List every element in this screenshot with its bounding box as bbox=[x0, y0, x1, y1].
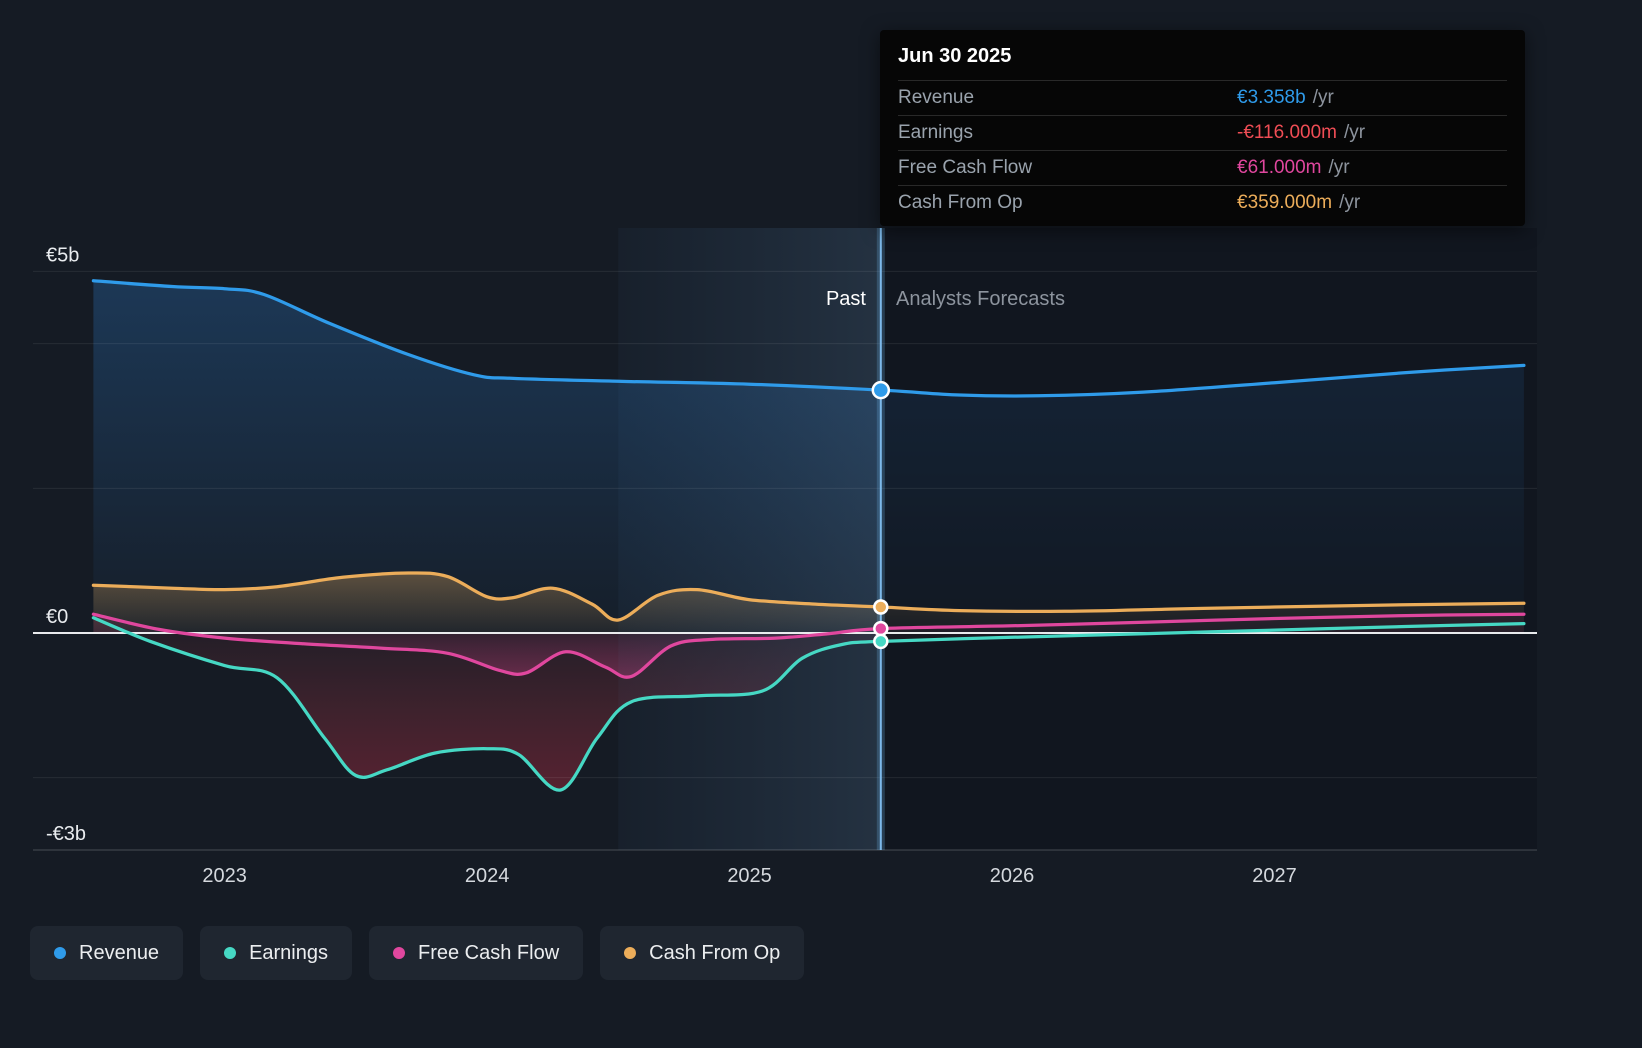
x-axis-label: 2023 bbox=[202, 865, 247, 887]
tooltip-row-suffix: /yr bbox=[1344, 122, 1366, 143]
free-cash-flow-dot-icon bbox=[393, 947, 405, 959]
tooltip-row-label: Cash From Op bbox=[898, 192, 1023, 213]
tooltip-row-value: €359.000m bbox=[1237, 192, 1333, 213]
tooltip-row-value: €61.000m bbox=[1237, 157, 1322, 178]
tooltip-row-cash-from-op: Cash From Op €359.000m /yr bbox=[898, 185, 1507, 220]
tooltip-row-earnings: Earnings -€116.000m /yr bbox=[898, 115, 1507, 150]
tooltip-row-label: Earnings bbox=[898, 122, 973, 143]
tooltip-row-suffix: /yr bbox=[1312, 87, 1334, 108]
tooltip-row-label: Free Cash Flow bbox=[898, 157, 1033, 178]
legend-label: Cash From Op bbox=[649, 941, 781, 964]
revenue-marker bbox=[871, 380, 891, 400]
forecast-label: Analysts Forecasts bbox=[896, 288, 1065, 310]
tooltip-row-suffix: /yr bbox=[1339, 192, 1361, 213]
cash-from-op-area bbox=[93, 572, 1524, 633]
revenue-dot-icon bbox=[54, 947, 66, 959]
tooltip-row-label: Revenue bbox=[898, 87, 975, 108]
x-axis-label: 2026 bbox=[990, 865, 1035, 887]
x-axis-label: 2027 bbox=[1252, 865, 1297, 887]
earnings-dot-icon bbox=[224, 947, 237, 959]
highlight-band bbox=[618, 228, 881, 850]
legend-item-cash-from-op[interactable]: Cash From Op bbox=[600, 926, 805, 980]
legend-item-earnings[interactable]: Earnings bbox=[200, 926, 352, 980]
tooltip: Jun 30 2025 Revenue €3.358b /yr Earnings… bbox=[880, 30, 1525, 226]
y-axis-label: -€3b bbox=[46, 823, 86, 845]
free-cash-flow-marker bbox=[873, 620, 889, 637]
y-axis-label: €0 bbox=[46, 606, 68, 628]
legend-label: Earnings bbox=[249, 941, 328, 964]
legend-label: Revenue bbox=[79, 941, 160, 964]
x-axis-label: 2025 bbox=[727, 865, 772, 887]
tooltip-row-value: €3.358b bbox=[1237, 87, 1306, 108]
cash-from-op-dot-icon bbox=[624, 947, 637, 959]
revenue-line bbox=[91, 279, 1526, 398]
earnings-marker bbox=[873, 633, 889, 650]
legend-item-revenue[interactable]: Revenue bbox=[30, 926, 184, 980]
forecast-region bbox=[880, 228, 1537, 850]
x-axis-label: 2024 bbox=[465, 865, 510, 887]
free-cash-flow-area bbox=[93, 614, 1524, 678]
tooltip-date: Jun 30 2025 bbox=[898, 45, 1012, 67]
y-axis-label: €5b bbox=[46, 244, 79, 266]
cash-from-op-line bbox=[91, 571, 1526, 622]
legend: Revenue Earnings Free Cash Flow Cash Fro… bbox=[30, 926, 805, 980]
tooltip-row-suffix: /yr bbox=[1328, 157, 1350, 178]
tooltip-row-value: -€116.000m bbox=[1237, 122, 1337, 143]
earnings-line bbox=[91, 616, 1526, 792]
earnings-area bbox=[93, 617, 1524, 791]
past-label: Past bbox=[825, 288, 866, 310]
free-cash-flow-line bbox=[91, 612, 1526, 679]
cash-from-op-marker bbox=[873, 599, 889, 615]
legend-label: Free Cash Flow bbox=[418, 941, 560, 964]
tooltip-row-free-cash-flow: Free Cash Flow €61.000m /yr bbox=[898, 150, 1507, 185]
legend-item-free-cash-flow[interactable]: Free Cash Flow bbox=[369, 926, 584, 980]
tooltip-row-revenue: Revenue €3.358b /yr bbox=[898, 80, 1507, 115]
